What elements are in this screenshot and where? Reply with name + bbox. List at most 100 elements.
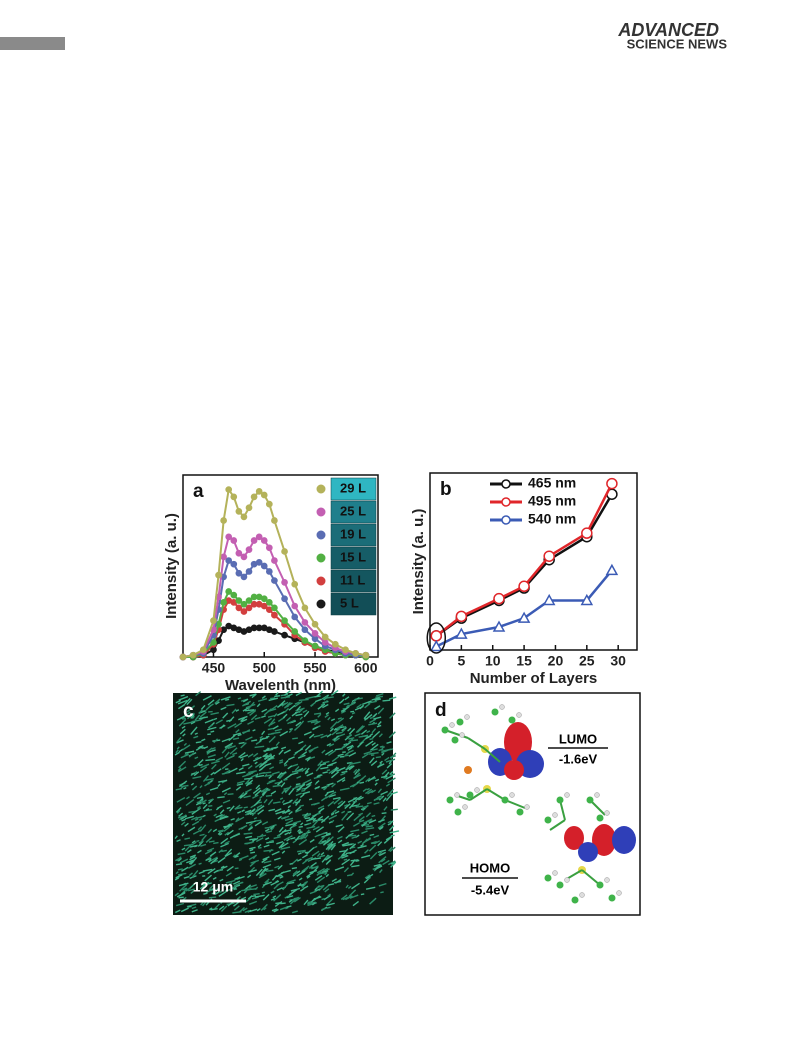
- fiber: [286, 905, 292, 909]
- fiber: [193, 792, 201, 799]
- fiber: [320, 733, 324, 736]
- fiber: [365, 873, 374, 880]
- fiber: [185, 798, 195, 807]
- fiber: [347, 797, 357, 803]
- fiber: [259, 764, 267, 771]
- fiber: [262, 881, 272, 886]
- fiber: [382, 699, 391, 702]
- fiber: [262, 856, 270, 861]
- fiber: [198, 716, 209, 720]
- fiber: [389, 820, 394, 825]
- fiber: [270, 890, 275, 894]
- fiber: [317, 832, 325, 837]
- fiber: [347, 885, 352, 889]
- fiber: [323, 837, 331, 845]
- fiber: [205, 836, 213, 843]
- bond: [589, 799, 606, 816]
- fiber: [303, 885, 309, 890]
- fiber: [331, 878, 337, 883]
- fiber: [191, 785, 198, 791]
- fiber: [389, 846, 396, 853]
- fiber: [277, 864, 283, 870]
- fiber: [367, 700, 377, 704]
- marker: [245, 504, 253, 512]
- fiber: [211, 746, 216, 750]
- fiber: [238, 751, 246, 758]
- fiber: [270, 826, 275, 831]
- fiber: [354, 733, 361, 737]
- atom: [516, 808, 524, 816]
- plot-frame: [429, 472, 638, 651]
- fiber: [287, 765, 293, 770]
- fiber: [175, 902, 185, 907]
- fiber: [316, 690, 323, 698]
- atom: [616, 890, 622, 896]
- fiber: [191, 715, 195, 720]
- fiber: [384, 756, 390, 762]
- fiber: [303, 784, 311, 791]
- fiber: [390, 834, 395, 837]
- fiber: [356, 725, 365, 733]
- fiber: [234, 722, 243, 729]
- orbital-energy: -1.6eV: [559, 751, 598, 766]
- fiber: [326, 906, 331, 909]
- fiber: [205, 807, 210, 811]
- fiber: [177, 868, 183, 871]
- fiber: [254, 820, 262, 827]
- fiber: [303, 899, 309, 906]
- bond: [504, 799, 526, 809]
- fiber: [381, 775, 388, 779]
- fiber: [302, 778, 312, 785]
- marker: [230, 493, 238, 501]
- fiber: [243, 795, 251, 799]
- fiber: [210, 730, 215, 733]
- x-tick-label: 25: [579, 653, 595, 669]
- fiber: [210, 857, 219, 865]
- fiber: [374, 705, 381, 710]
- fiber: [256, 834, 267, 838]
- fiber: [296, 775, 302, 779]
- fiber: [259, 795, 263, 800]
- fiber: [371, 728, 377, 734]
- marker: [281, 631, 288, 639]
- legend-label: 19 L: [340, 526, 366, 541]
- fiber: [301, 854, 308, 859]
- fiber: [182, 882, 187, 886]
- fiber: [255, 774, 265, 778]
- marker: [255, 559, 263, 566]
- fiber: [304, 813, 312, 818]
- fiber: [308, 733, 315, 739]
- fiber: [349, 739, 359, 742]
- fiber: [283, 764, 288, 767]
- fiber: [289, 799, 293, 803]
- fiber: [268, 808, 276, 812]
- fiber: [208, 859, 212, 863]
- fiber: [191, 719, 200, 723]
- fiber: [364, 874, 371, 879]
- fiber: [342, 725, 347, 729]
- fiber: [346, 812, 355, 821]
- fiber: [248, 826, 254, 831]
- fiber: [183, 875, 190, 879]
- bond: [469, 788, 488, 801]
- fiber: [304, 856, 314, 862]
- marker: [342, 646, 349, 654]
- fiber: [193, 763, 201, 768]
- marker: [291, 602, 299, 610]
- x-tick-label: 450: [202, 660, 226, 676]
- fiber: [318, 808, 323, 814]
- marker: [260, 537, 268, 544]
- fiber: [200, 763, 210, 769]
- fiber: [375, 695, 384, 699]
- marker: [245, 604, 253, 612]
- fiber: [272, 725, 279, 730]
- fiber: [219, 809, 225, 815]
- fiber: [339, 755, 345, 758]
- fiber: [271, 908, 278, 912]
- fiber: [279, 771, 287, 775]
- fiber: [238, 741, 245, 745]
- marker: [220, 553, 227, 561]
- fiber: [317, 703, 326, 710]
- marker: [455, 610, 468, 623]
- fiber: [297, 783, 306, 791]
